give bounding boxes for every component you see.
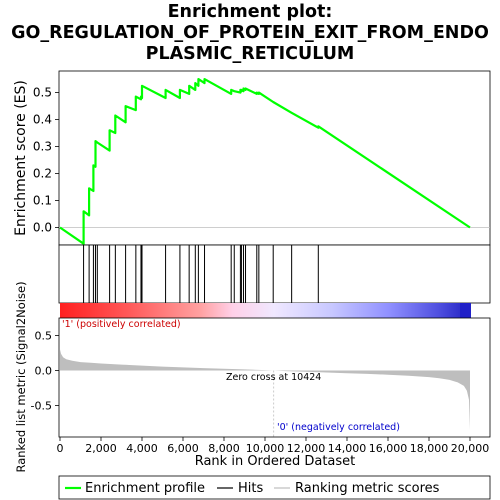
ranking-metric-area [60,349,470,430]
negative-correlation-label: '0' (negatively correlated) [277,422,400,433]
legend-label-ranking-metric: Ranking metric scores [295,481,440,496]
chart-title-line-3: PLASMIC_RETICULUM [145,44,355,64]
x-tick-label: 8,000 [208,442,240,455]
rank-color-bar-tail [460,303,471,318]
hits-panel [58,244,491,304]
positive-correlation-label: '1' (positively correlated) [62,319,181,330]
x-tick-label: 4,000 [126,442,158,455]
enrichment-profile-line [59,77,471,245]
metric-y-tick-label: -0.5 [31,400,52,413]
es-y-tick-label: 0.5 [33,86,52,100]
es-y-tick-label: 0.0 [33,220,52,234]
legend: Enrichment profile Hits Ranking metric s… [58,475,491,500]
x-tick-label: 6,000 [167,442,199,455]
metric-y-tick-label: 0.0 [35,365,53,378]
metric-y-axis-label: Ranked list metric (Signal2Noise) [14,281,28,472]
x-tick-label: 18,000 [410,442,449,455]
x-tick-label: 2,000 [85,442,117,455]
es-y-tick-label: 0.1 [33,193,52,207]
x-tick-label: 20,000 [451,442,490,455]
metric-x-ticks: 0 2,000 4,000 6,000 8,000 10,000 12,000 14,000 1… [57,437,490,455]
metric-x-axis-label: Rank in Ordered Dataset [195,454,356,469]
es-panel-frame [58,70,491,246]
x-tick-label: 14,000 [328,442,367,455]
es-y-ticks: 0.0 0.1 0.2 0.3 0.4 0.5 [33,86,59,234]
zero-cross-label: Zero cross at 10424 [226,372,321,383]
es-y-tick-label: 0.2 [33,167,52,181]
x-tick-label: 12,000 [287,442,326,455]
chart-title: Enrichment plot: GO_REGULATION_OF_PROTEI… [0,2,500,65]
metric-panel: -0.5 0.0 0.5 0 2,000 4,000 6,000 8,000 10,000 12… [14,281,491,473]
es-y-axis-label: Enrichment score (ES) [13,80,29,236]
x-tick-label: 16,000 [369,442,408,455]
legend-label-hits: Hits [238,481,263,496]
es-y-tick-label: 0.4 [33,113,52,127]
chart-title-line-1: Enrichment plot: [167,2,333,22]
x-tick-label: 10,000 [246,442,285,455]
metric-y-ticks: -0.5 0.0 0.5 [31,330,59,413]
hit-lines [83,245,319,303]
metric-panel-frame [58,317,491,438]
x-tick-label: 0 [57,442,64,455]
metric-y-tick-label: 0.5 [35,330,53,343]
hits-panel-frame [58,244,491,304]
chart-title-line-2: GO_REGULATION_OF_PROTEIN_EXIT_FROM_ENDO [11,23,489,43]
es-panel: 0.0 0.1 0.2 0.3 0.4 0.5 Enrichment score (ES) [13,70,491,246]
es-y-tick-label: 0.3 [33,140,52,154]
rank-color-bar [60,303,471,318]
legend-label-enrichment-profile: Enrichment profile [85,481,205,496]
